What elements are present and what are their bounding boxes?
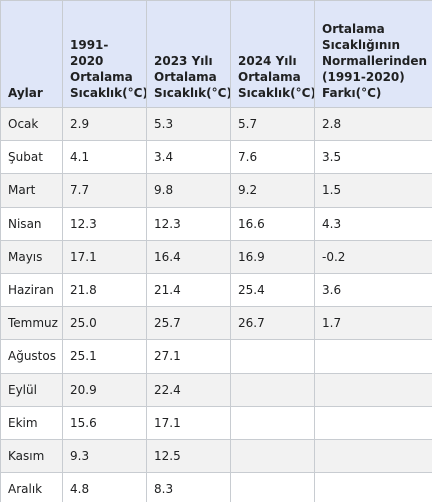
table-row: Mart 7.7 9.8 9.2 1.5 xyxy=(0,173,432,208)
table-cell: Temmuz xyxy=(0,306,63,341)
table-cell: 21.4 xyxy=(146,272,231,308)
table-cell: 9.3 xyxy=(62,438,147,474)
header-row: Aylar 1991-2020 Ortalama Sıcaklık(°C) 2023… xyxy=(0,0,432,108)
table-cell xyxy=(314,405,432,440)
table-cell: 15.6 xyxy=(62,405,147,440)
table-cell: 21.8 xyxy=(62,272,147,308)
table-cell: 12.3 xyxy=(62,206,147,241)
table-row: Şubat 4.1 3.4 7.6 3.5 xyxy=(0,140,432,175)
table-cell: 20.9 xyxy=(62,372,147,407)
table-row: Haziran 21.8 21.4 25.4 3.6 xyxy=(0,272,432,308)
table-cell: 22.4 xyxy=(146,372,231,407)
table-row: Mayıs 17.1 16.4 16.9 -0.2 xyxy=(0,239,432,274)
table-cell: 3.6 xyxy=(314,272,432,308)
table-cell: 5.7 xyxy=(230,106,315,142)
table-cell: 16.9 xyxy=(230,239,315,274)
table-cell: 1.7 xyxy=(314,306,432,341)
header-cell: 2024 Yılı Ortalama Sıcaklık(°C) xyxy=(230,0,315,108)
table-cell xyxy=(314,438,432,474)
table-row: Ağustos 25.1 27.1 xyxy=(0,339,432,374)
table-cell: 1.5 xyxy=(314,173,432,208)
table-row: Temmuz 25.0 25.7 26.7 1.7 xyxy=(0,306,432,341)
table-cell xyxy=(314,372,432,407)
table-cell: Ekim xyxy=(0,405,63,440)
table-row: Ocak 2.9 5.3 5.7 2.8 xyxy=(0,106,432,142)
table-cell xyxy=(230,372,315,407)
table-cell: 25.0 xyxy=(62,306,147,341)
table-cell xyxy=(230,339,315,374)
table-cell: 12.3 xyxy=(146,206,231,241)
table-cell xyxy=(230,472,315,502)
table-cell: 25.1 xyxy=(62,339,147,374)
table-cell: 27.1 xyxy=(146,339,231,374)
table-cell: 12.5 xyxy=(146,438,231,474)
table-cell: 9.2 xyxy=(230,173,315,208)
table-cell: 25.7 xyxy=(146,306,231,341)
table-cell: Ağustos xyxy=(0,339,63,374)
table-cell: 3.4 xyxy=(146,140,231,175)
table-cell: 5.3 xyxy=(146,106,231,142)
table-row: Aralık 4.8 8.3 xyxy=(0,472,432,502)
header-cell: 2023 Yılı Ortalama Sıcaklık(°C) xyxy=(146,0,231,108)
table-cell: Kasım xyxy=(0,438,63,474)
table-body: Ocak 2.9 5.3 5.7 2.8 Şubat 4.1 3.4 7.6 3.5 Mart 7.7… xyxy=(0,106,432,502)
table-cell: Nisan xyxy=(0,206,63,241)
table-cell: 17.1 xyxy=(146,405,231,440)
header-cell: 1991-2020 Ortalama Sıcaklık(°C) xyxy=(62,0,147,108)
table-cell: 9.8 xyxy=(146,173,231,208)
table-cell: 17.1 xyxy=(62,239,147,274)
table-cell: 8.3 xyxy=(146,472,231,502)
table-cell: 7.6 xyxy=(230,140,315,175)
table-cell: 2.9 xyxy=(62,106,147,142)
table-cell: Haziran xyxy=(0,272,63,308)
table-cell: 25.4 xyxy=(230,272,315,308)
table-row: Eylül 20.9 22.4 xyxy=(0,372,432,407)
table-cell: 7.7 xyxy=(62,173,147,208)
table-cell xyxy=(314,472,432,502)
header-cell: Ortalama Sıcaklığının Normallerinden (19… xyxy=(314,0,432,108)
table-cell: Eylül xyxy=(0,372,63,407)
table-cell: Ocak xyxy=(0,106,63,142)
table-cell: 4.3 xyxy=(314,206,432,241)
table-cell xyxy=(230,438,315,474)
table-cell: 4.1 xyxy=(62,140,147,175)
table-cell xyxy=(314,339,432,374)
table-cell: 16.6 xyxy=(230,206,315,241)
table-cell: 26.7 xyxy=(230,306,315,341)
table-cell: 16.4 xyxy=(146,239,231,274)
table-cell: 3.5 xyxy=(314,140,432,175)
table-cell: -0.2 xyxy=(314,239,432,274)
table-cell: Şubat xyxy=(0,140,63,175)
table-cell xyxy=(230,405,315,440)
table-cell: Aralık xyxy=(0,472,63,502)
table-cell: Mayıs xyxy=(0,239,63,274)
table-cell: 4.8 xyxy=(62,472,147,502)
table-row: Ekim 15.6 17.1 xyxy=(0,405,432,440)
table-row: Kasım 9.3 12.5 xyxy=(0,438,432,474)
header-cell: Aylar xyxy=(0,0,63,108)
table-row: Nisan 12.3 12.3 16.6 4.3 xyxy=(0,206,432,241)
table-cell: Mart xyxy=(0,173,63,208)
table-cell: 2.8 xyxy=(314,106,432,142)
